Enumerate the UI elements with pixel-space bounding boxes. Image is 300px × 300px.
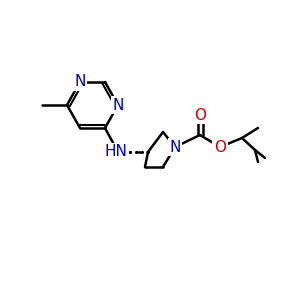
Text: HN: HN	[105, 145, 128, 160]
Text: N: N	[74, 74, 86, 89]
Text: O: O	[214, 140, 226, 154]
Text: N: N	[169, 140, 181, 154]
Text: O: O	[194, 107, 206, 122]
Text: N: N	[112, 98, 124, 112]
